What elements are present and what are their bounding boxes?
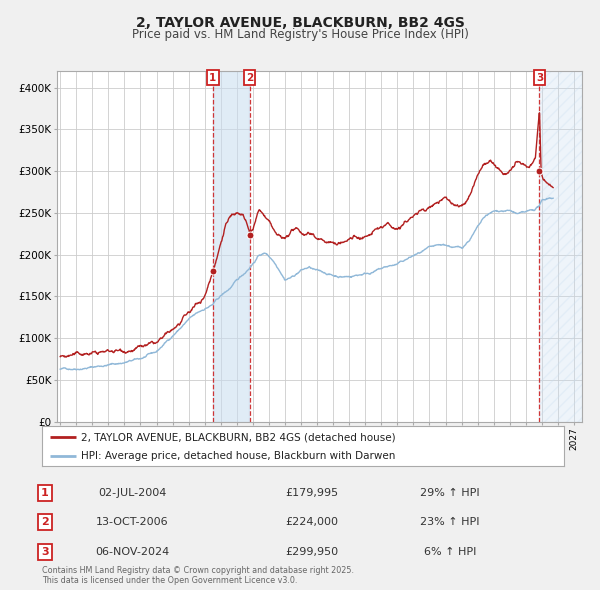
Text: 13-OCT-2006: 13-OCT-2006 (95, 517, 169, 527)
Text: 2, TAYLOR AVENUE, BLACKBURN, BB2 4GS (detached house): 2, TAYLOR AVENUE, BLACKBURN, BB2 4GS (de… (81, 432, 396, 442)
Bar (213, 71, 250, 422)
Text: 3: 3 (41, 547, 49, 556)
Text: 1: 1 (209, 73, 217, 83)
Text: 3: 3 (536, 73, 543, 83)
Text: 2, TAYLOR AVENUE, BLACKBURN, BB2 4GS: 2, TAYLOR AVENUE, BLACKBURN, BB2 4GS (136, 16, 464, 30)
Text: 02-JUL-2004: 02-JUL-2004 (98, 488, 166, 497)
Text: £179,995: £179,995 (286, 488, 338, 497)
Text: 23% ↑ HPI: 23% ↑ HPI (420, 517, 480, 527)
Text: 29% ↑ HPI: 29% ↑ HPI (420, 488, 480, 497)
Text: £224,000: £224,000 (286, 517, 338, 527)
Text: £299,950: £299,950 (286, 547, 338, 556)
Text: 1: 1 (41, 488, 49, 497)
Text: 06-NOV-2024: 06-NOV-2024 (95, 547, 169, 556)
Text: HPI: Average price, detached house, Blackburn with Darwen: HPI: Average price, detached house, Blac… (81, 451, 395, 461)
Text: 2: 2 (246, 73, 253, 83)
Bar (539, 71, 582, 422)
Text: 2: 2 (41, 517, 49, 527)
Text: Contains HM Land Registry data © Crown copyright and database right 2025.
This d: Contains HM Land Registry data © Crown c… (42, 566, 354, 585)
Text: 6% ↑ HPI: 6% ↑ HPI (424, 547, 476, 556)
Text: Price paid vs. HM Land Registry's House Price Index (HPI): Price paid vs. HM Land Registry's House … (131, 28, 469, 41)
